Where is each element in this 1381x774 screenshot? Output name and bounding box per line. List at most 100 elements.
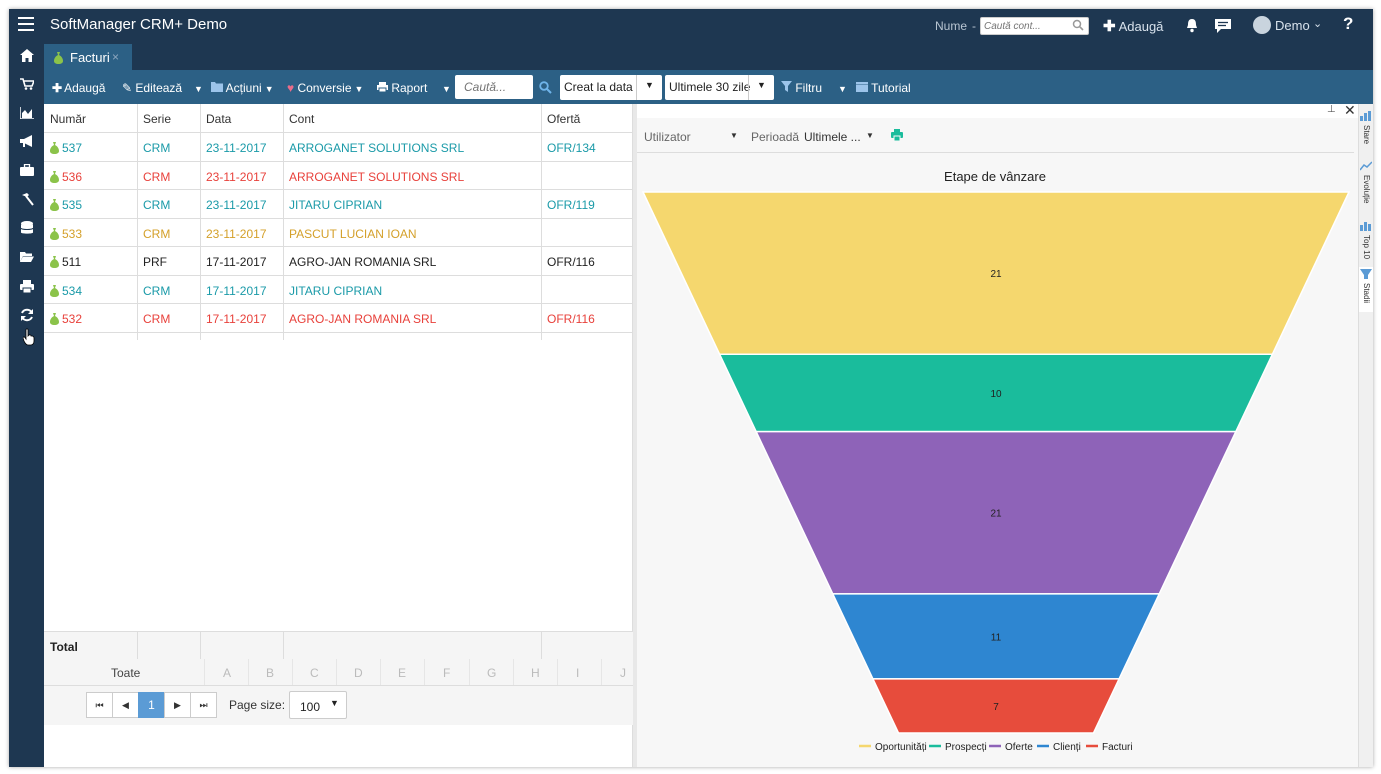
legend-item[interactable]: Prospecți [929,742,987,753]
close-icon[interactable]: ✕ [1344,102,1356,118]
alpha-letter[interactable]: J [620,666,626,680]
table-cell-number[interactable]: 532 [44,304,137,332]
prev-page-button[interactable]: ◀ [112,692,139,718]
table-cell-offer[interactable]: OFR/134 [541,133,633,161]
first-page-button[interactable]: ⏮ [86,692,113,718]
report-button[interactable]: Raport [377,81,427,95]
side-tab-evolutie[interactable]: Evoluție [1359,159,1373,214]
search-icon[interactable] [1072,19,1084,31]
briefcase-icon[interactable] [9,159,44,181]
last-page-button[interactable]: ⏭ [190,692,217,718]
hammer-icon[interactable] [9,188,44,210]
table-cell-number[interactable]: 536 [44,162,137,190]
table-cell-account[interactable]: PASCUT LUCIAN IOAN [283,219,541,247]
report-dropdown-button[interactable]: ▼ [439,81,451,95]
alpha-letter[interactable]: I [576,666,580,680]
alpha-letter[interactable]: B [266,666,275,680]
refresh-icon[interactable] [9,304,44,326]
table-cell-offer[interactable]: OFR/116 [541,247,633,275]
table-row[interactable]: 533 CRM 23-11-2017 PASCUT LUCIAN IOAN [44,217,633,247]
table-row[interactable]: 535 CRM 23-11-2017 JITARU CIPRIAN OFR/119 [44,189,633,217]
caret-down-icon[interactable]: ▼ [636,75,662,100]
table-cell-number[interactable]: 534 [44,276,137,304]
alpha-letter[interactable]: D [354,666,363,680]
user-filter-select[interactable]: Utilizator ▼ [644,130,738,144]
page-size-select[interactable]: 100 ▼ [289,691,347,719]
cart-icon[interactable] [9,73,44,95]
table-cell-offer[interactable] [541,162,633,190]
next-page-button[interactable]: ▶ [164,692,191,718]
alpha-letter[interactable]: A [223,666,232,680]
help-icon[interactable]: ? [1343,14,1354,33]
table-cell-number[interactable]: 511 [44,247,137,275]
table-row[interactable]: 537 CRM 23-11-2017 ARROGANET SOLUTIONS SRL O… [44,132,633,160]
side-tab-stare[interactable]: Stare [1359,109,1373,154]
table-row[interactable]: 536 CRM 23-11-2017 ARROGANET SOLUTIONS SRL [44,160,633,190]
column-header-series[interactable]: Serie [143,112,172,126]
table-cell-account[interactable]: ARROGANET SOLUTIONS SRL [283,162,541,190]
alpha-all[interactable]: Toate [111,666,141,680]
chart-area-icon[interactable] [9,102,44,124]
table-cell-number[interactable]: 533 [44,219,137,247]
bullhorn-icon[interactable] [9,130,44,152]
table-cell-offer[interactable] [541,219,633,247]
alpha-letter[interactable]: C [310,666,319,680]
legend-item[interactable]: Oferte [989,742,1033,753]
database-icon[interactable] [9,217,44,239]
side-tab-top10[interactable]: Top 10 [1359,219,1373,264]
table-cell-account[interactable]: JITARU CIPRIAN [283,190,541,218]
edit-dropdown-button[interactable]: ▼ [191,81,203,95]
table-cell-offer[interactable]: OFR/119 [541,190,633,218]
name-filter-label[interactable]: Nume [935,19,968,33]
tab-facturi[interactable]: Facturi × [44,44,132,70]
print-icon[interactable] [891,129,903,141]
table-cell-account[interactable]: AGRO-JAN ROMANIA SRL [283,304,541,332]
search-icon[interactable] [539,81,552,94]
table-row[interactable]: 532 CRM 17-11-2017 AGRO-JAN ROMANIA SRL OFR/… [44,303,633,331]
close-icon[interactable]: × [112,50,120,64]
chart-period-select[interactable]: Ultimele ... ▼ [804,130,874,144]
caret-down-icon[interactable]: ▼ [748,75,774,100]
alpha-letter[interactable]: E [398,666,407,680]
table-cell-offer[interactable]: OFR/116 [541,304,633,332]
pin-icon[interactable]: ⊥ [1327,104,1336,115]
column-header-date[interactable]: Data [206,112,232,126]
period-select[interactable]: Ultimele 30 zile ▼ [665,75,774,100]
menu-icon[interactable] [18,17,34,31]
actions-button[interactable]: Acțiuni ▼ [211,81,274,95]
legend-item[interactable]: Oportunități [859,742,927,753]
page-1-button[interactable]: 1 [138,692,165,718]
table-cell-number[interactable]: 535 [44,190,137,218]
column-header-offer[interactable]: Ofertă [547,112,581,126]
filter-dropdown-button[interactable]: ▼ [835,81,847,95]
splitter-handle[interactable] [633,104,637,767]
funnel-segment[interactable] [871,678,1121,734]
convert-button[interactable]: ♥ Conversie ▼ [287,81,363,95]
filter-button[interactable]: Filtru [781,81,822,95]
search-input[interactable] [455,75,533,99]
legend-item[interactable]: Facturi [1086,742,1133,753]
top-add-button[interactable]: ✚ Adaugă [1103,17,1163,35]
bell-icon[interactable] [1185,18,1199,33]
date-field-select[interactable]: Creat la data ▼ [560,75,662,100]
column-header-account[interactable]: Cont [289,112,315,126]
folder-open-icon[interactable] [9,246,44,268]
side-tab-stadii[interactable]: Stadii [1359,267,1373,312]
add-button[interactable]: ✚ Adaugă [52,81,105,95]
column-header-number[interactable]: Număr [50,112,87,126]
table-cell-number[interactable]: 537 [44,133,137,161]
edit-button[interactable]: ✎ Editează [122,81,182,95]
table-row[interactable]: 534 CRM 17-11-2017 JITARU CIPRIAN [44,274,633,304]
table-cell-account[interactable]: ARROGANET SOLUTIONS SRL [283,133,541,161]
alpha-letter[interactable]: G [487,666,497,680]
table-row[interactable]: 511 PRF 17-11-2017 AGRO-JAN ROMANIA SRL OFR/… [44,246,633,274]
table-cell-account[interactable]: JITARU CIPRIAN [283,276,541,304]
legend-item[interactable]: Clienți [1037,742,1081,753]
table-cell-account[interactable]: AGRO-JAN ROMANIA SRL [283,247,541,275]
print-icon[interactable] [9,275,44,297]
alpha-letter[interactable]: F [443,666,451,680]
table-cell-offer[interactable] [541,276,633,304]
alpha-letter[interactable]: H [531,666,540,680]
home-icon[interactable] [9,44,44,66]
chat-icon[interactable] [1214,18,1232,34]
